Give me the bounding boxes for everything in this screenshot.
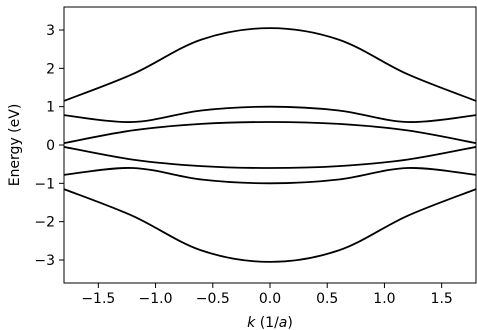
- y-axis-label: Energy (eV): [7, 104, 23, 187]
- x-tick-label: −0.5: [196, 291, 230, 307]
- x-axis-label: k (1/a): [247, 315, 293, 330]
- x-tick-label: −1.5: [81, 291, 115, 307]
- band-line-5: [64, 188, 476, 263]
- x-tick-label: 0.0: [259, 291, 281, 307]
- y-axis-ticks: −3 −2 −1 0 1 2 3: [34, 23, 64, 269]
- x-axis-label-open: (1/: [255, 315, 279, 330]
- x-tick-label: 1.0: [373, 291, 395, 307]
- band-line-4: [64, 167, 476, 185]
- plot-frame: [63, 6, 477, 284]
- y-tick-label: −2: [34, 215, 55, 231]
- x-axis-label-var: k: [247, 315, 256, 330]
- x-axis-ticks: −1.5 −1.0 −0.5 0.0 0.5 1.0 1.5: [81, 283, 453, 307]
- y-tick-label: 2: [46, 61, 55, 77]
- y-tick-label: −1: [34, 176, 55, 192]
- x-tick-label: 1.5: [431, 291, 453, 307]
- y-tick-label: 0: [46, 138, 55, 154]
- band-line-1: [64, 105, 476, 123]
- x-tick-label: 0.5: [316, 291, 338, 307]
- y-tick-label: 1: [46, 100, 55, 116]
- x-axis-label-unit: a: [279, 315, 288, 330]
- band-line-2: [64, 121, 476, 144]
- x-axis-label-close: ): [287, 315, 292, 330]
- x-tick-label: −1.0: [139, 291, 173, 307]
- y-tick-label: 3: [46, 23, 55, 39]
- band-line-3: [64, 146, 476, 169]
- band-line-0: [64, 27, 476, 102]
- band-lines: [64, 27, 476, 263]
- y-tick-label: −3: [34, 253, 55, 269]
